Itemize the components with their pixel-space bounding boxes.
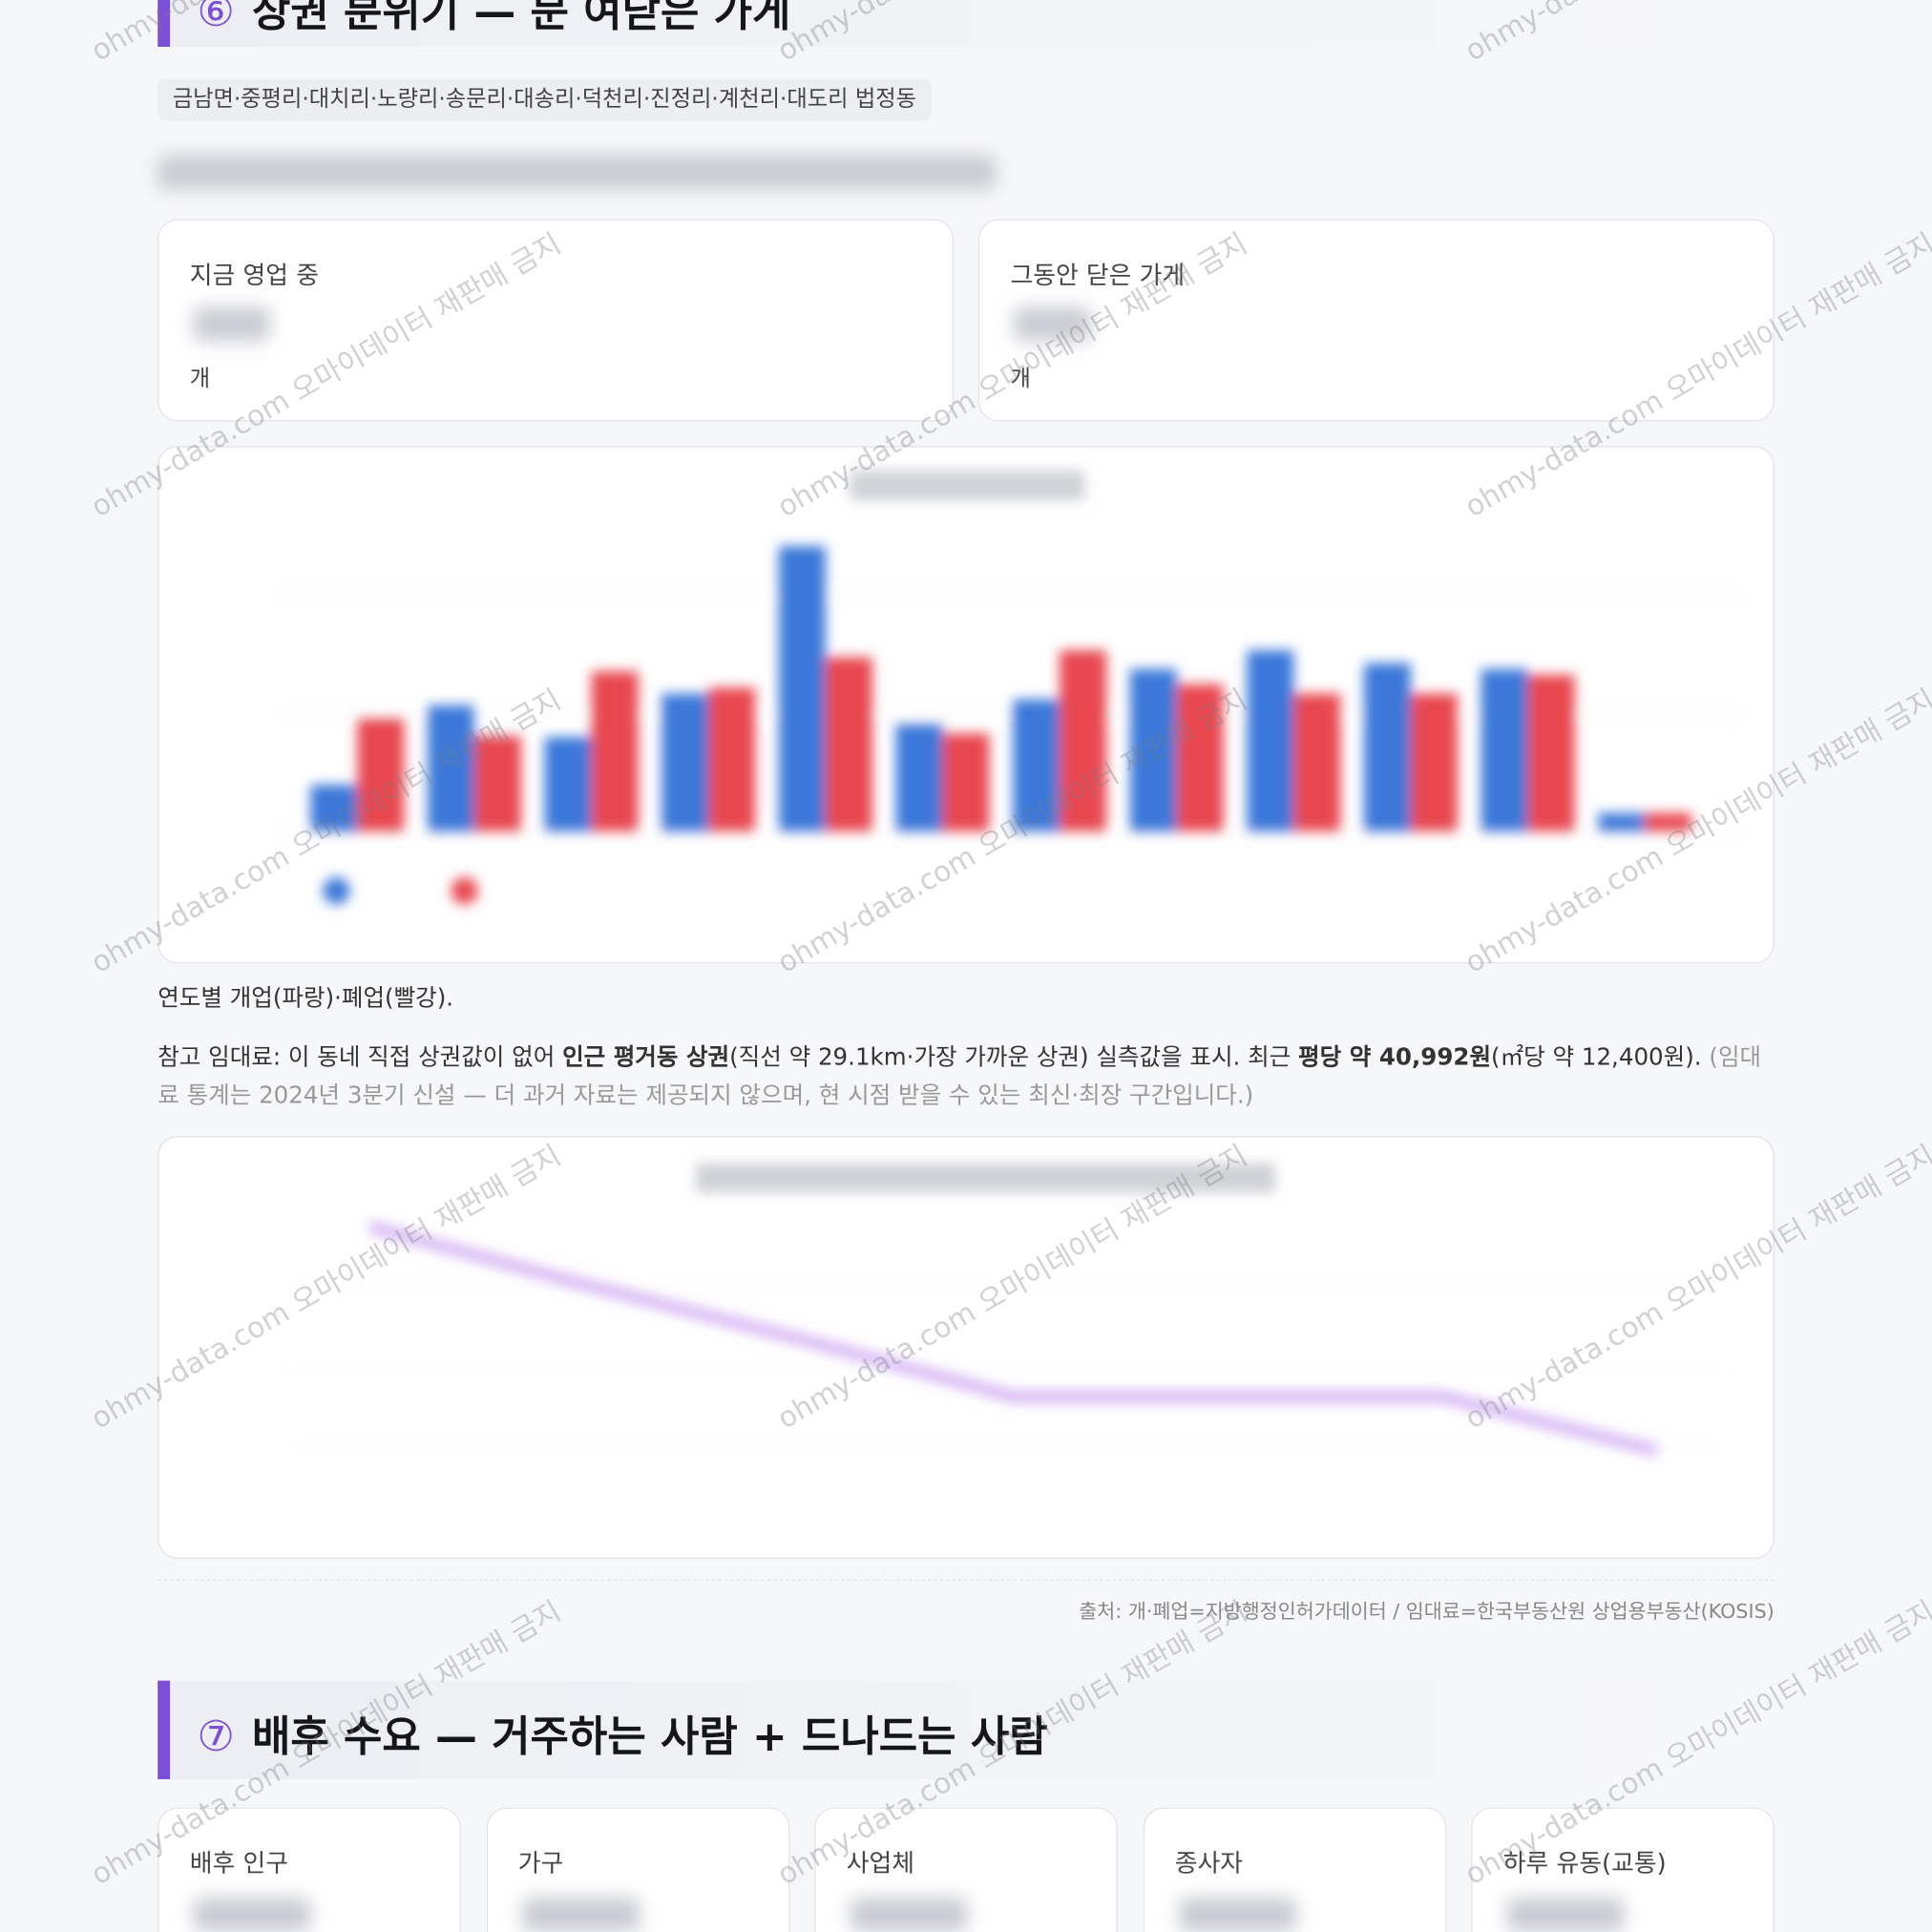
blurred-value (193, 306, 270, 342)
chart-caption: 연도별 개업(파랑)·폐업(빨강). (158, 984, 454, 1012)
bar (1013, 699, 1060, 832)
legend-swatch (323, 877, 350, 905)
bar (1176, 683, 1224, 832)
blurred-value (1014, 306, 1091, 342)
blurred-value (1506, 1897, 1625, 1932)
card-label: 하루 유동(교통) (1502, 1848, 1667, 1879)
section-number: ⑦ (197, 1712, 235, 1762)
bar (357, 718, 405, 832)
charts (283, 471, 1738, 1457)
bar (310, 785, 358, 832)
text-bold: 인근 평거동 상권 (562, 1043, 730, 1071)
stat-card: 하루 유동(교통) (1471, 1807, 1774, 1932)
card-label: 지금 영업 중 (189, 260, 319, 290)
bar (544, 736, 592, 832)
watermark: ohmy-data.com 오마이데이터 재판매 금지 (771, 0, 1252, 68)
watermark: ohmy-data.com 오마이데이터 재판매 금지 (1460, 226, 1932, 523)
blurred-value (193, 1897, 311, 1932)
watermark: ohmy-data.com 오마이데이터 재판매 금지 (85, 1594, 566, 1891)
text-bold: 평당 약 40,992원 (1298, 1043, 1492, 1071)
blurred-text (158, 155, 996, 190)
blurred-value (850, 1897, 968, 1932)
card-label: 그동안 닫은 가게 (1010, 260, 1186, 290)
bar (1247, 650, 1294, 832)
line-series (368, 1220, 1659, 1457)
stat-card: 그동안 닫은 가게 개 (977, 219, 1774, 422)
card-unit: 개 (1010, 366, 1031, 392)
card-label: 사업체 (846, 1848, 915, 1879)
bar (591, 671, 639, 832)
bar (1363, 662, 1411, 832)
watermark: ohmy-data.com 오마이데이터 재판매 금지 (1460, 0, 1932, 68)
watermark: ohmy-data.com 오마이데이터 재판매 금지 (1460, 1594, 1932, 1891)
bar (1598, 812, 1646, 832)
blurred-value (1178, 1897, 1296, 1932)
stat-card: 배후 인구 (158, 1807, 461, 1932)
bar (778, 546, 826, 832)
text: 참고 임대료: 이 동네 직접 상권값이 없어 (158, 1043, 563, 1071)
bar (942, 733, 990, 832)
area-tag: 금남면·중평리·대치리·노량리·송문리·대송리·덕천리·진정리·계천리·대도리 … (158, 78, 932, 121)
card-unit: 개 (189, 366, 211, 392)
section-heading: ⑥ 상권 분위기 — 문 여닫은 가게 (158, 0, 1701, 48)
watermarks: ohmy-data.com 오마이데이터 재판매 금지 ohmy-data.com… (85, 0, 1932, 1891)
rent-note: 참고 임대료: 이 동네 직접 상권값이 없어 인근 평거동 상권(직선 약 2… (158, 1039, 1774, 1115)
watermark: ohmy-data.com 오마이데이터 재판매 금지 (85, 226, 566, 523)
text: (직선 약 29.1km·가장 가까운 상권) 실측값을 표시. 최근 (729, 1043, 1299, 1071)
text-note: (임대료 통계는 2024년 3분기 신설 — 더 과거 자료는 제공되지 않으… (158, 1043, 1762, 1109)
blurred-value (521, 1897, 640, 1932)
section-heading: ⑦ 배후 수요 — 거주하는 사람 + 드나드는 사람 (158, 1680, 1701, 1779)
bar (662, 693, 709, 832)
bar (825, 657, 872, 832)
stat-card: 종사자 (1143, 1807, 1446, 1932)
bar (1645, 812, 1692, 832)
bar (895, 724, 943, 832)
stat-card: 가구 (486, 1807, 789, 1932)
bar (1480, 668, 1528, 832)
card-label: 배후 인구 (189, 1848, 289, 1879)
source-note: 출처: 개·폐업=지방행정인허가데이터 / 임대료=한국부동산원 상업용부동산(… (1079, 1599, 1774, 1624)
section-title: 배후 수요 — 거주하는 사람 + 드나드는 사람 (251, 1712, 1048, 1762)
bar (1527, 674, 1575, 832)
stat-card: 사업체 (814, 1807, 1118, 1932)
divider (158, 1579, 1774, 1582)
card-label: 종사자 (1174, 1848, 1244, 1879)
blurred-title (696, 1163, 1275, 1193)
legend-swatch (451, 877, 478, 905)
blurred-title (850, 471, 1084, 501)
bar (1060, 650, 1107, 832)
bar (473, 735, 522, 832)
stat-card: 지금 영업 중 개 (158, 219, 955, 422)
watermark: ohmy-data.com 오마이데이터 재판매 금지 (85, 0, 566, 68)
bar (1293, 693, 1341, 832)
bar (1129, 668, 1177, 832)
bar (1410, 693, 1459, 832)
text: (㎡당 약 12,400원). (1491, 1043, 1710, 1071)
bar (427, 704, 474, 832)
bar (708, 687, 756, 832)
section-title: 상권 분위기 — 문 여닫은 가게 (251, 0, 791, 37)
card-label: 가구 (517, 1848, 564, 1879)
chart-panel (158, 1136, 1774, 1559)
watermark: ohmy-data.com 오마이데이터 재판매 금지 (771, 1594, 1252, 1891)
section-number: ⑥ (197, 0, 235, 37)
